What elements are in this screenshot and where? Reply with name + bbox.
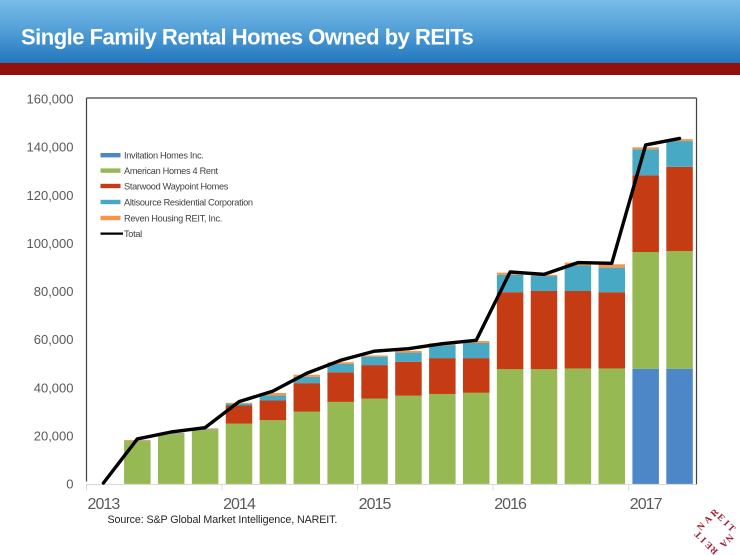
- svg-text:American Homes 4 Rent: American Homes 4 Rent: [124, 166, 219, 176]
- svg-text:2013: 2013: [88, 496, 121, 513]
- svg-text:Altisource Residential Corpora: Altisource Residential Corporation: [124, 197, 253, 207]
- svg-text:I: I: [699, 534, 709, 544]
- svg-text:Starwood Waypoint Homes: Starwood Waypoint Homes: [124, 181, 229, 191]
- svg-text:2015: 2015: [359, 496, 392, 513]
- svg-text:Reven Housing REIT, Inc.: Reven Housing REIT, Inc.: [124, 213, 222, 223]
- svg-text:0: 0: [66, 477, 73, 492]
- svg-text:140,000: 140,000: [27, 140, 74, 155]
- svg-text:E: E: [715, 513, 727, 525]
- svg-text:2014: 2014: [223, 496, 256, 513]
- svg-text:R: R: [709, 544, 721, 555]
- svg-text:20,000: 20,000: [34, 428, 74, 443]
- svg-text:Single Family Rental Homes Own: Single Family Rental Homes Owned by REIT…: [21, 25, 473, 50]
- svg-text:100,000: 100,000: [27, 236, 74, 251]
- svg-text:160,000: 160,000: [27, 92, 74, 107]
- svg-text:80,000: 80,000: [34, 284, 74, 299]
- svg-text:Total: Total: [124, 229, 142, 239]
- svg-text:2016: 2016: [494, 496, 527, 513]
- svg-text:I: I: [721, 519, 731, 529]
- svg-text:Invitation Homes Inc.: Invitation Homes Inc.: [124, 151, 204, 161]
- svg-text:60,000: 60,000: [34, 332, 74, 347]
- svg-text:120,000: 120,000: [27, 188, 74, 203]
- svg-text:2017: 2017: [630, 496, 663, 513]
- svg-text:Source: S&P Global Market Inte: Source: S&P Global Market Intelligence, …: [108, 514, 338, 526]
- svg-text:E: E: [704, 539, 716, 551]
- svg-text:40,000: 40,000: [34, 380, 74, 395]
